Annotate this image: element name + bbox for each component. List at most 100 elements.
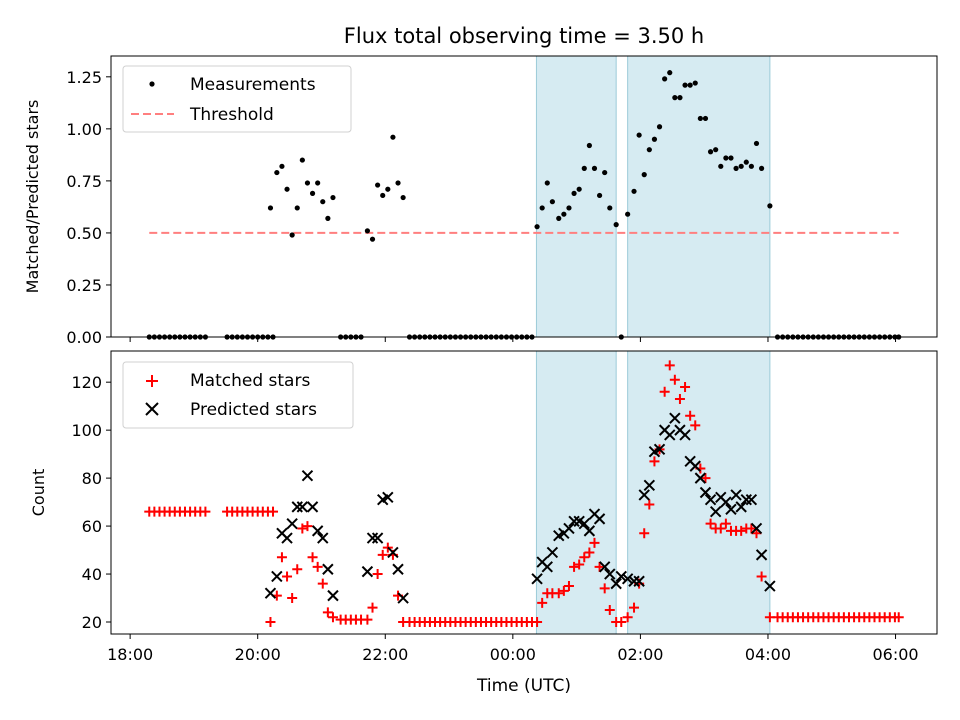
predicted-star-point <box>755 549 768 561</box>
y-tick-label: 120 <box>71 373 102 392</box>
predicted-star-point <box>361 565 374 578</box>
predicted-star-point <box>745 493 758 506</box>
matched-star-point <box>629 602 640 613</box>
measurement-point <box>586 142 592 149</box>
observing-window <box>627 350 771 635</box>
predicted-star-point <box>286 517 298 530</box>
measurement-point <box>274 169 280 176</box>
y-tick-label: 60 <box>82 517 102 536</box>
matched-star-point <box>649 456 660 467</box>
counts-panel: 18:00 20:00 22:00 00:00 02:00 04:00 06:00 20 40… <box>29 350 938 696</box>
measurement-point <box>728 155 734 161</box>
measurement-point <box>566 205 572 211</box>
measurement-point <box>309 190 316 196</box>
measurement-point <box>390 134 396 140</box>
measurement-point <box>534 224 540 230</box>
predicted-star-point <box>291 501 303 513</box>
y-axis-label: Count <box>29 469 48 517</box>
matched-star-point <box>276 552 287 563</box>
measurement-point <box>395 180 401 186</box>
x-tick-label: 06:00 <box>872 645 918 664</box>
y-tick-label: 1.25 <box>66 68 102 87</box>
legend-marker-measurements <box>149 81 155 87</box>
predicted-star-point <box>709 505 722 518</box>
matched-star-point <box>659 386 670 397</box>
predicted-star-point <box>271 570 283 583</box>
measurement-point <box>702 115 709 122</box>
measurement-point <box>743 159 749 165</box>
predicted-star-point <box>301 470 314 482</box>
predicted-star-point <box>699 486 712 499</box>
measurement-point <box>738 163 744 169</box>
legend-label-threshold: Threshold <box>189 105 274 125</box>
matched-star-point <box>377 549 388 560</box>
measurement-point <box>539 205 545 211</box>
predicted-star-point <box>371 532 384 544</box>
measurement-point <box>315 180 321 186</box>
shaded-intervals <box>535 55 771 338</box>
measurement-point <box>687 82 693 88</box>
predicted-star-point <box>694 472 707 484</box>
measurement-point <box>767 203 773 209</box>
plot-frame <box>110 350 938 635</box>
matched-star-point <box>579 552 590 563</box>
measurement-point <box>707 149 714 155</box>
predicted-star-point <box>764 580 776 592</box>
predicted-star-point <box>740 493 752 506</box>
x-tick-label: 18:00 <box>107 645 153 664</box>
measurement-point <box>631 188 637 194</box>
matched-star-point <box>282 571 293 582</box>
matched-star-point <box>287 593 298 604</box>
y-axis: 20 40 60 80 100 120 <box>71 373 111 632</box>
matched-star-point <box>622 612 633 623</box>
measurement-point <box>591 165 598 171</box>
matched-star-point <box>362 614 373 625</box>
predicted-star-point <box>583 525 596 537</box>
matched-star-point <box>372 569 383 580</box>
y-tick-label: 20 <box>82 613 102 632</box>
matched-star-point <box>639 528 650 539</box>
measurement-point <box>682 82 688 88</box>
matched-star-point <box>664 360 675 371</box>
predicted-star-point <box>306 501 319 513</box>
matched-star-point <box>893 612 904 623</box>
measurement-point <box>672 95 678 101</box>
legend-label-measurements: Measurements <box>190 75 316 95</box>
x-axis-label: Time (UTC) <box>476 676 571 696</box>
measurement-point <box>713 147 719 153</box>
predicted-star-point <box>392 563 404 575</box>
predicted-star-point <box>615 570 627 583</box>
measurement-point <box>667 70 673 76</box>
matched-star-point <box>265 617 276 628</box>
measurement-point <box>646 147 652 153</box>
predicted-star-point <box>397 592 409 604</box>
predicted-star-point <box>653 443 666 456</box>
measurement-point <box>641 172 647 178</box>
chart-title: Flux total observing time = 3.50 h <box>344 24 704 48</box>
predicted-star-point <box>679 429 691 441</box>
predicted-star-point <box>546 546 559 559</box>
matched-star-point <box>563 581 574 592</box>
matched-star-point <box>751 528 762 539</box>
matched-star-point <box>569 561 580 572</box>
predicted-star-point <box>610 577 622 590</box>
matched-star-point <box>268 506 279 517</box>
predicted-star-point <box>725 503 737 515</box>
matched-star-point <box>599 583 610 594</box>
predicted-star-point <box>311 525 324 537</box>
y-tick-label: 100 <box>71 421 102 440</box>
measurement-point <box>544 180 550 186</box>
measurement-point <box>581 165 587 171</box>
measurement-point <box>697 115 703 122</box>
matched-star-point <box>553 588 564 599</box>
matched-star-point <box>700 473 711 484</box>
plot-frame <box>110 55 938 338</box>
measurement-point <box>651 136 658 142</box>
measurement-point <box>364 228 371 234</box>
y-tick-label: 0.50 <box>66 224 102 243</box>
measurement-point <box>330 194 336 201</box>
observing-window <box>535 55 617 338</box>
predicted-star-point <box>604 568 616 580</box>
matched-star-point <box>594 561 605 572</box>
matched-star-point <box>616 617 627 628</box>
